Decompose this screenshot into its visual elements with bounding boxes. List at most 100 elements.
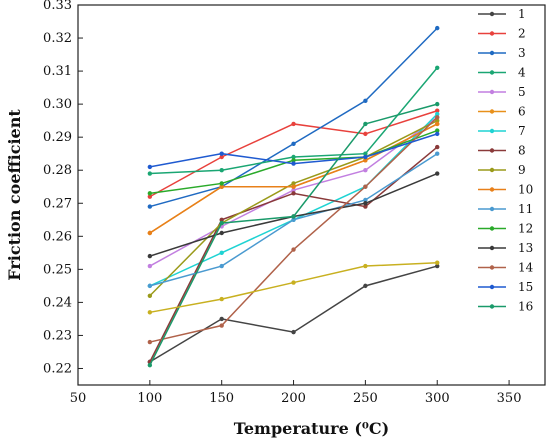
data-point: [147, 230, 153, 236]
legend-label: 10: [518, 183, 533, 197]
series-14: [147, 115, 440, 345]
legend-marker: [489, 167, 495, 173]
series-7: [147, 111, 440, 289]
legend-item: 13: [478, 241, 533, 255]
y-tick-label: 0.31: [43, 64, 72, 79]
data-point: [147, 263, 153, 269]
legend-item: 6: [478, 105, 526, 119]
data-point: [363, 201, 368, 206]
data-point: [219, 323, 224, 328]
data-point: [363, 98, 368, 104]
series-extra: [147, 260, 440, 315]
y-axis-title: Friction coefficient: [5, 109, 24, 281]
data-point: [363, 168, 368, 173]
data-point: [219, 230, 224, 236]
legend-marker: [489, 31, 495, 36]
legend-marker: [489, 284, 495, 290]
legend-label: 3: [518, 46, 526, 60]
data-point: [291, 187, 296, 193]
data-point: [435, 131, 440, 137]
data-point: [291, 280, 296, 285]
data-point: [147, 283, 153, 289]
data-point: [219, 181, 224, 186]
data-point: [291, 154, 296, 160]
legend-marker: [489, 304, 495, 309]
data-point: [363, 184, 368, 189]
series-16: [147, 101, 440, 368]
series-line: [149, 27, 438, 208]
data-point: [435, 65, 440, 70]
axes: 50 100 150 200 250 300 350 0.22 0.23 0.24 0.25 0.26…: [43, 0, 546, 406]
data-point: [219, 263, 224, 269]
legend-item: 9: [478, 163, 526, 177]
y-tick-label: 0.29: [43, 130, 72, 145]
data-point: [219, 316, 224, 322]
data-point: [435, 171, 440, 176]
legend-marker: [489, 11, 495, 17]
data-point: [291, 121, 296, 127]
legend-marker: [489, 148, 495, 153]
legend-label: 5: [518, 85, 526, 99]
plot-frame: [77, 4, 546, 386]
legend-label: 9: [518, 163, 526, 177]
data-point: [435, 118, 440, 123]
legend-item: 14: [478, 261, 534, 275]
data-point: [363, 158, 368, 163]
legend-label: 1: [518, 7, 526, 21]
data-point: [147, 191, 153, 196]
x-axis-title: Temperature (⁰C): [234, 419, 389, 438]
y-tick-label: 0.28: [43, 163, 72, 178]
series-15: [147, 131, 440, 170]
data-point: [291, 191, 296, 196]
series-line: [149, 146, 438, 363]
legend-item: 16: [478, 300, 533, 314]
legend-label: 4: [518, 66, 526, 80]
data-point: [147, 310, 153, 315]
data-point: [435, 111, 440, 117]
data-point: [147, 339, 153, 345]
data-point: [291, 214, 296, 219]
data-point: [363, 263, 368, 269]
legend-label: 13: [518, 241, 533, 255]
y-tick-label: 0.25: [43, 262, 72, 277]
data-point: [435, 101, 440, 107]
data-point: [147, 194, 153, 199]
y-tick-label: 0.27: [43, 196, 72, 211]
legend-item: 8: [478, 144, 526, 158]
data-point: [219, 220, 224, 226]
legend-marker: [489, 265, 495, 270]
legend-marker: [489, 245, 495, 251]
data-point: [435, 25, 440, 31]
y-tick-label: 0.22: [43, 361, 72, 376]
data-point: [219, 296, 224, 302]
data-point: [363, 197, 368, 203]
data-point: [363, 154, 368, 160]
x-tick-label: 200: [281, 391, 306, 406]
data-point: [291, 217, 296, 222]
data-point: [435, 260, 440, 265]
legend-item: 3: [478, 46, 526, 60]
y-tick-label: 0.30: [43, 97, 72, 112]
legend-marker: [489, 206, 495, 212]
data-point: [147, 204, 153, 209]
data-point: [435, 121, 440, 127]
data-point: [219, 217, 224, 222]
data-point: [291, 184, 296, 189]
data-point: [219, 184, 224, 189]
legend-item: 11: [478, 202, 533, 216]
legend-label: 11: [518, 202, 533, 216]
legend-item: 10: [478, 183, 533, 197]
data-point: [291, 141, 296, 146]
legend-item: 12: [478, 222, 533, 236]
series-lines: [147, 25, 440, 368]
series-line: [149, 113, 438, 287]
data-point: [435, 144, 440, 150]
data-point: [219, 250, 224, 256]
y-tick-label: 0.33: [43, 0, 72, 13]
series-11: [147, 151, 440, 289]
x-tick-label: 300: [425, 391, 450, 406]
legend-label: 6: [518, 105, 526, 119]
x-tick-label: 100: [137, 391, 162, 406]
data-point: [363, 131, 368, 137]
x-tick-label: 150: [209, 391, 234, 406]
